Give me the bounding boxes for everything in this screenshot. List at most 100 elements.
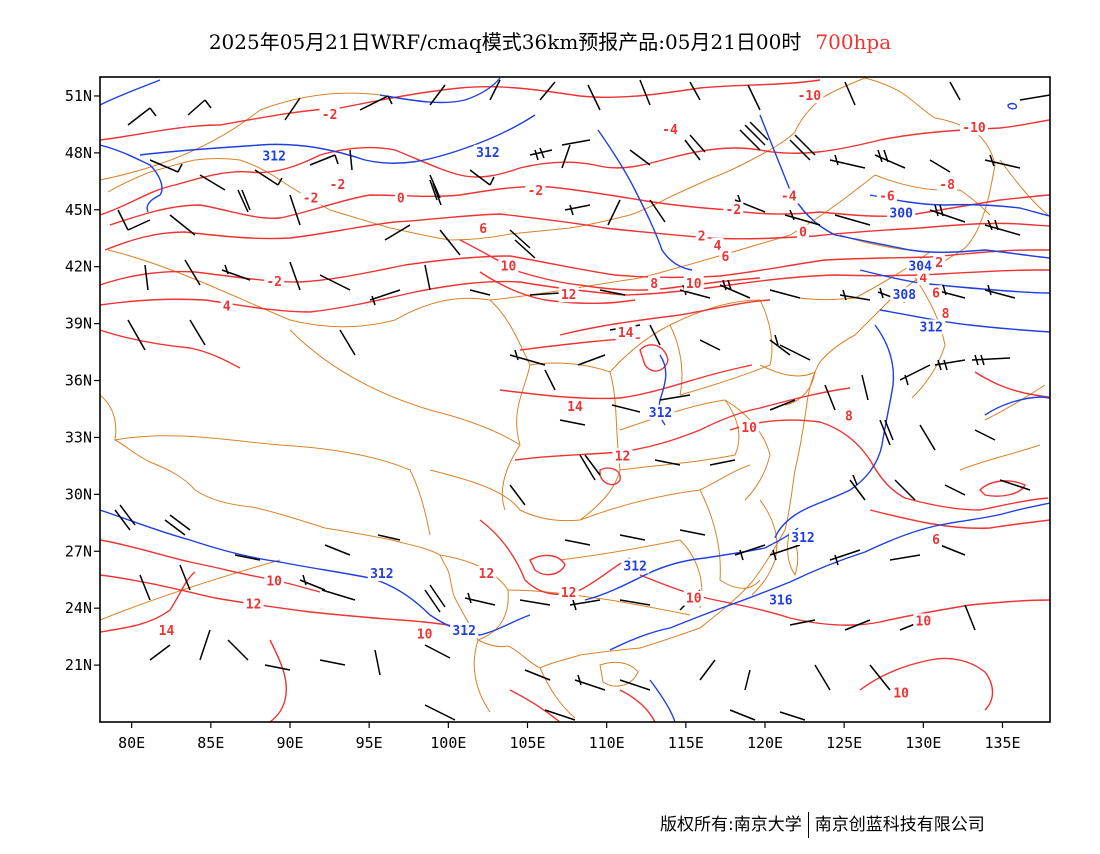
footer-separator: [807, 812, 809, 838]
height-label: 304: [908, 260, 932, 275]
wind-barb: [849, 474, 866, 501]
isotherm-label: 4: [919, 271, 927, 286]
height-label-bg: [260, 148, 289, 164]
wind-barb: [619, 599, 651, 606]
height-label-bg: [917, 319, 946, 335]
province-anhui: [724, 399, 771, 501]
isotherm-path: [100, 269, 1050, 313]
height-label-bg: [789, 529, 817, 545]
height-contour-path: [100, 144, 163, 213]
isotherm-label: 10: [741, 421, 757, 436]
wind-barb: [519, 599, 551, 606]
wind-barb: [834, 214, 871, 226]
lon-tick-label: 120E: [747, 734, 783, 752]
wind-barb: [144, 264, 149, 291]
isotherm-label-bg: [220, 298, 233, 314]
height-label: 308: [893, 288, 917, 303]
height-label: 312: [920, 320, 943, 335]
wind-barb: [709, 459, 736, 466]
wind-barb: [929, 159, 951, 173]
wind-barb: [869, 664, 891, 691]
height-contour-path: [1007, 102, 1018, 110]
wind-barb: [1019, 94, 1050, 101]
isotherm-label: 14: [567, 400, 583, 415]
wind-barb: [149, 159, 183, 173]
wind-barb: [509, 349, 546, 366]
isotherm-label-bg: [960, 120, 988, 136]
isotherm-label-bg: [937, 177, 958, 193]
isotherm-label-bg: [477, 220, 490, 236]
copyright-footer: 版权所有:南京大学 南京创蓝科技有限公司: [660, 810, 985, 838]
isotherm-label: -2: [726, 203, 742, 218]
height-contour-path: [869, 194, 1050, 217]
wind-barb: [164, 514, 191, 536]
isotherm-label-bg: [683, 590, 704, 606]
isotherm-path: [499, 364, 753, 400]
wind-barb: [509, 484, 526, 506]
province-xinjiang: [107, 249, 396, 328]
isotherm-label: -2: [303, 191, 319, 206]
isotherm-label-bg: [414, 626, 435, 642]
lat-tick-label: 36N: [65, 372, 92, 390]
isotherm-path: [100, 539, 321, 593]
height-label-bg: [766, 592, 795, 608]
wind-barb: [629, 149, 651, 166]
isotherm-label: 2: [935, 256, 943, 271]
wind-barb: [944, 484, 966, 496]
wind-barb: [544, 369, 556, 391]
wind-barb: [319, 659, 346, 666]
lon-tick-label: 105E: [509, 734, 545, 752]
isotherm-label-bg: [648, 275, 661, 291]
isotherm-label-bg: [394, 190, 407, 206]
wind-barb: [769, 334, 791, 356]
wind-barb: [149, 644, 171, 661]
isotherm-label: 10: [417, 628, 433, 643]
province-qinghai: [289, 329, 521, 511]
wind-barb: [539, 81, 556, 101]
wind-barb: [284, 97, 301, 121]
wind-barb: [264, 664, 291, 671]
lon-tick-label: 125E: [826, 734, 862, 752]
lon-tick-label: 85E: [197, 734, 224, 752]
map-frame: [99, 76, 1051, 723]
wind-barb: [227, 639, 249, 661]
province-zhejiang-fujian: [751, 499, 778, 596]
lat-tick-label: 42N: [65, 258, 92, 276]
isotherm-path: [974, 371, 1050, 398]
wind-barb: [619, 534, 646, 541]
isotherm-label: 6: [932, 286, 940, 301]
title-level: 700hpa: [815, 30, 892, 54]
province-hubei: [579, 464, 751, 521]
height-label-bg: [367, 566, 396, 582]
wind-barb: [814, 664, 831, 691]
province-gansu: [394, 297, 531, 446]
height-labels: 312 312 300 304 308 312 312 312 312 312 312 316: [260, 144, 946, 639]
isotherm-label-bg: [930, 531, 942, 547]
isotherm-label-bg: [939, 306, 952, 322]
wind-barb: [861, 374, 869, 401]
wind-barb: [424, 644, 451, 659]
lon-tick-label: 110E: [589, 734, 625, 752]
isotherm-path: [100, 574, 466, 629]
isotherm-label-bg: [876, 188, 897, 204]
wind-barb: [127, 319, 146, 351]
wind-barb: [424, 704, 456, 721]
wind-barb: [829, 154, 866, 169]
isotherm-label: 10: [501, 260, 517, 275]
wind-barb: [359, 95, 393, 111]
isotherm-label: 2: [698, 229, 706, 244]
height-contour-path: [379, 77, 501, 104]
isotherm-label: 10: [686, 277, 702, 292]
wind-barb: [237, 189, 251, 213]
copyright-company: 南京创蓝科技有限公司: [814, 815, 985, 835]
wind-barb: [899, 364, 931, 386]
isotherm-label: 8: [942, 307, 950, 322]
wind-barb: [524, 669, 551, 681]
lon-tick-label: 90E: [276, 734, 303, 752]
wind-barb: [654, 459, 681, 466]
wind-barb: [729, 709, 756, 721]
isotherm-path: [519, 299, 771, 351]
isotherm-label: -2: [528, 184, 544, 199]
lon-tick-label: 95E: [356, 734, 383, 752]
